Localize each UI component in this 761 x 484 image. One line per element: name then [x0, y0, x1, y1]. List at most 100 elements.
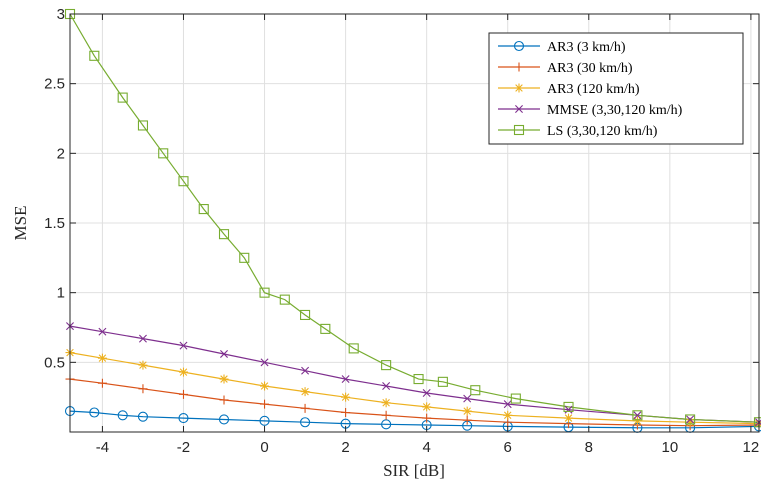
x-tick-label: 2	[341, 439, 349, 456]
data-point-series-4	[239, 252, 250, 263]
data-point-series-4	[510, 393, 521, 404]
series-lines	[69, 13, 760, 429]
data-point-series-0	[259, 415, 270, 426]
data-point-series-4	[259, 287, 270, 298]
x-tick-label: -2	[177, 439, 190, 456]
legend-marker	[515, 105, 523, 113]
data-point-series-1	[138, 384, 148, 394]
data-point-series-4	[348, 343, 359, 354]
data-point-series-3	[260, 358, 269, 367]
data-point-series-4	[320, 323, 331, 334]
data-point-series-3	[564, 405, 573, 414]
data-point-series-1	[178, 389, 188, 399]
data-point-series-4	[685, 414, 696, 425]
y-tick-label: 2.5	[44, 76, 65, 93]
data-point-series-4	[137, 120, 149, 131]
y-axis-label: MSE	[11, 206, 30, 241]
data-point-series-2	[97, 353, 107, 363]
data-point-series-3	[179, 341, 188, 350]
data-point-series-3	[341, 375, 350, 384]
data-point-series-4	[279, 294, 290, 305]
x-tick-label: 12	[743, 439, 760, 456]
x-tick-label: 8	[585, 439, 593, 456]
legend-entry-label: AR3 (30 km/h)	[547, 61, 633, 76]
data-point-series-2	[632, 416, 642, 426]
series-markers	[64, 8, 761, 433]
data-point-series-0	[117, 410, 128, 421]
y-tick-label: 1.5	[44, 215, 65, 232]
data-point-series-1	[381, 410, 391, 420]
legend-marker	[513, 124, 525, 136]
data-point-series-0	[300, 417, 311, 428]
data-point-series-3	[98, 327, 107, 336]
data-point-series-3	[220, 349, 229, 358]
series-line-4	[69, 13, 760, 423]
series-line-1	[69, 378, 760, 427]
data-point-series-3	[382, 382, 391, 391]
data-point-series-4	[437, 376, 448, 387]
data-point-series-0	[89, 407, 100, 418]
series-line-3	[69, 325, 760, 423]
data-point-series-0	[381, 419, 392, 430]
data-point-series-4	[563, 401, 574, 412]
data-point-series-4	[300, 309, 311, 321]
x-axis-ticks: -4 -2 0 2 4 6 8 10 12	[96, 14, 759, 456]
data-point-series-4	[158, 148, 169, 159]
x-tick-label: 0	[260, 439, 268, 456]
data-point-series-4	[413, 374, 424, 385]
data-point-series-4	[470, 385, 481, 396]
data-point-series-4	[89, 50, 100, 61]
data-point-series-4	[218, 229, 230, 240]
data-point-series-3	[138, 334, 147, 343]
data-point-series-3	[503, 400, 512, 409]
x-tick-label: 10	[661, 439, 678, 456]
data-point-series-2	[422, 402, 432, 412]
data-point-series-3	[301, 366, 310, 375]
data-point-series-4	[632, 410, 643, 421]
data-point-series-3	[422, 388, 431, 397]
legend-marker	[513, 40, 525, 52]
data-point-series-0	[218, 414, 230, 425]
data-point-series-1	[260, 399, 270, 409]
x-tick-label: 4	[422, 439, 430, 456]
data-point-series-3	[463, 394, 472, 403]
data-point-series-1	[300, 403, 310, 413]
data-point-series-4	[117, 92, 128, 103]
legend-entry-label: MMSE (3,30,120 km/h)	[547, 103, 683, 118]
data-point-series-2	[138, 360, 148, 370]
x-tick-label: 6	[504, 439, 512, 456]
data-point-series-2	[300, 387, 310, 397]
data-point-series-3	[633, 411, 642, 420]
data-point-series-1	[219, 395, 229, 405]
data-point-series-4	[198, 204, 209, 215]
data-point-series-2	[341, 392, 351, 402]
data-point-series-2	[503, 410, 513, 420]
data-point-series-1	[97, 378, 107, 388]
data-point-series-4	[178, 176, 189, 187]
legend-marker	[514, 83, 524, 93]
series-line-2	[69, 352, 760, 425]
data-point-series-0	[178, 413, 189, 424]
y-tick-label: 1	[57, 285, 65, 302]
data-point-series-2	[219, 374, 229, 384]
series-line-0	[69, 410, 760, 429]
data-point-series-2	[685, 417, 695, 427]
data-point-series-2	[462, 406, 472, 416]
data-point-series-1	[341, 407, 351, 417]
y-axis-ticks: 0.5 1 1.5 2 2.5 3	[44, 6, 759, 371]
x-tick-label: -4	[96, 439, 109, 456]
y-tick-label: 2	[57, 145, 65, 162]
legend-entry-label: LS (3,30,120 km/h)	[547, 124, 658, 139]
data-point-series-2	[381, 398, 391, 408]
data-point-series-2	[178, 367, 188, 377]
data-point-series-2	[564, 413, 574, 423]
legend-marker	[514, 62, 524, 72]
x-axis-label: SIR [dB]	[383, 461, 445, 480]
data-point-series-0	[137, 411, 149, 422]
data-point-series-3	[686, 415, 695, 424]
y-tick-label: 3	[57, 6, 65, 23]
data-point-series-1	[462, 415, 472, 425]
y-tick-label: 0.5	[44, 354, 65, 371]
legend-entry-label: AR3 (3 km/h)	[547, 40, 626, 55]
